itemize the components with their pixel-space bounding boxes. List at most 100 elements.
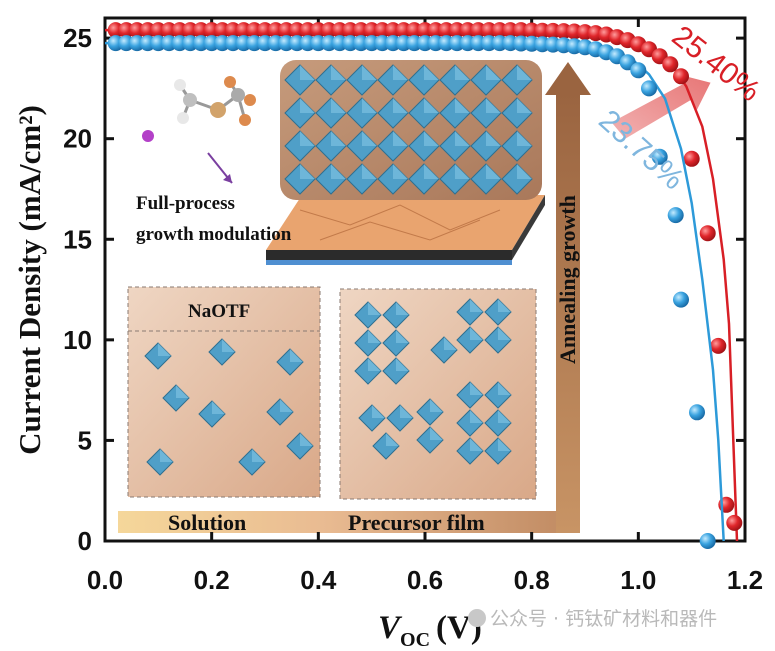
octahedron-facet <box>393 131 408 146</box>
octahedron-facet <box>252 449 265 462</box>
x-axis-title: VOC (V) <box>378 610 482 651</box>
data-point <box>641 80 657 97</box>
annealing-arrow-shaft <box>556 92 580 533</box>
x-tick-label: 1.2 <box>727 565 763 595</box>
data-point <box>630 62 647 79</box>
y-tick-label: 10 <box>63 325 92 355</box>
octahedron-facet <box>470 382 483 395</box>
octahedron-facet <box>517 131 532 146</box>
octahedron-facet <box>212 401 225 414</box>
octahedron-facet <box>455 131 470 146</box>
y-tick-label: 15 <box>63 224 92 254</box>
y-axis-title: Current Density (mA/cm²) <box>12 105 47 455</box>
octahedron-facet <box>372 405 385 418</box>
octahedron-facet <box>424 65 439 80</box>
octahedron-facet <box>300 98 315 113</box>
data-point <box>699 225 716 242</box>
octahedron-facet <box>331 131 346 146</box>
octahedron-facet <box>300 433 313 446</box>
y-tick-label: 25 <box>63 23 92 53</box>
octahedron-facet <box>362 98 377 113</box>
watermark: 公众号 · 钙钛矿材料和器件 <box>468 604 717 631</box>
octahedron-facet <box>498 410 511 423</box>
octahedron-facet <box>368 302 381 315</box>
octahedron-facet <box>486 131 501 146</box>
octahedron-facet <box>470 327 483 340</box>
x-tick-label: 0.4 <box>300 565 337 595</box>
data-point <box>689 404 705 421</box>
data-point <box>710 337 727 354</box>
data-point <box>662 56 679 73</box>
annealing-growth-label: Annealing growth <box>555 195 580 364</box>
octahedron-facet <box>386 433 399 446</box>
octahedron-facet <box>444 337 457 350</box>
x-tick-label: 0.8 <box>514 565 550 595</box>
octahedron-facet <box>331 65 346 80</box>
x-axis-title-sub: OC <box>400 629 430 651</box>
octahedron-facet <box>362 65 377 80</box>
film-layer <box>266 60 545 265</box>
modulation-caption-line1: Full-process <box>136 193 235 214</box>
solution-octahedra <box>144 338 314 476</box>
octahedron-facet <box>455 65 470 80</box>
y-tick-label: 0 <box>78 526 92 556</box>
octahedron-facet <box>160 449 173 462</box>
octahedron-facet <box>424 98 439 113</box>
x-tick-label: 0.2 <box>194 565 230 595</box>
y-tick-label: 20 <box>63 124 92 154</box>
data-point <box>699 533 716 549</box>
octahedron-facet <box>470 299 483 312</box>
y-tick-label: 5 <box>78 425 92 455</box>
octahedron-facet <box>396 302 409 315</box>
x-tick-label: 0.0 <box>87 565 123 595</box>
octahedron-facet <box>368 330 381 343</box>
octahedron-facet <box>300 65 315 80</box>
octahedron-facet <box>424 131 439 146</box>
octahedron-facet <box>498 438 511 451</box>
octahedron-facet <box>455 98 470 113</box>
series-layer <box>105 22 743 549</box>
watermark-text: 公众号 · 钙钛矿材料和器件 <box>490 608 718 630</box>
data-point <box>683 150 700 167</box>
octahedron-facet <box>396 330 409 343</box>
octahedron-facet <box>517 65 532 80</box>
octahedron-facet <box>498 299 511 312</box>
annealing-arrow-head <box>545 62 591 95</box>
data-point <box>667 207 684 224</box>
octahedron-facet <box>498 382 511 395</box>
octahedron-facet <box>498 327 511 340</box>
data-point <box>726 514 743 531</box>
x-tick-label: 1.0 <box>620 565 656 595</box>
octahedron-facet <box>393 164 408 179</box>
octahedron-facet <box>222 339 235 352</box>
octahedron-facet <box>455 164 470 179</box>
data-point <box>651 148 668 165</box>
octahedron-facet <box>470 438 483 451</box>
naotf-label: NaOTF <box>188 301 250 322</box>
modulation-caption-line2: growth modulation <box>136 224 292 245</box>
x-tick-label: 0.6 <box>407 565 443 595</box>
otf-molecule <box>142 76 256 184</box>
octahedron-facet <box>331 98 346 113</box>
octahedron-facet <box>517 98 532 113</box>
octahedron-facet <box>486 164 501 179</box>
octahedron-facet <box>280 399 293 412</box>
octahedron-facet <box>486 98 501 113</box>
x-axis-title-main: V <box>378 610 403 646</box>
octahedron-facet <box>300 131 315 146</box>
octahedron-facet <box>470 410 483 423</box>
inset-illustration: Annealing growth Solution Precursor film… <box>118 60 714 535</box>
data-point <box>673 291 689 308</box>
octahedron-facet <box>393 65 408 80</box>
octahedron-facet <box>331 164 346 179</box>
data-point <box>673 68 689 85</box>
precursor-octahedra <box>354 298 512 465</box>
octahedron-facet <box>424 164 439 179</box>
octahedron-facet <box>486 65 501 80</box>
octahedron-facet <box>430 427 443 440</box>
octahedron-facet <box>176 385 189 398</box>
octahedron-facet <box>400 405 413 418</box>
stage-solution-label: Solution <box>168 510 246 535</box>
octahedron-facet <box>396 358 409 371</box>
octahedron-facet <box>362 131 377 146</box>
